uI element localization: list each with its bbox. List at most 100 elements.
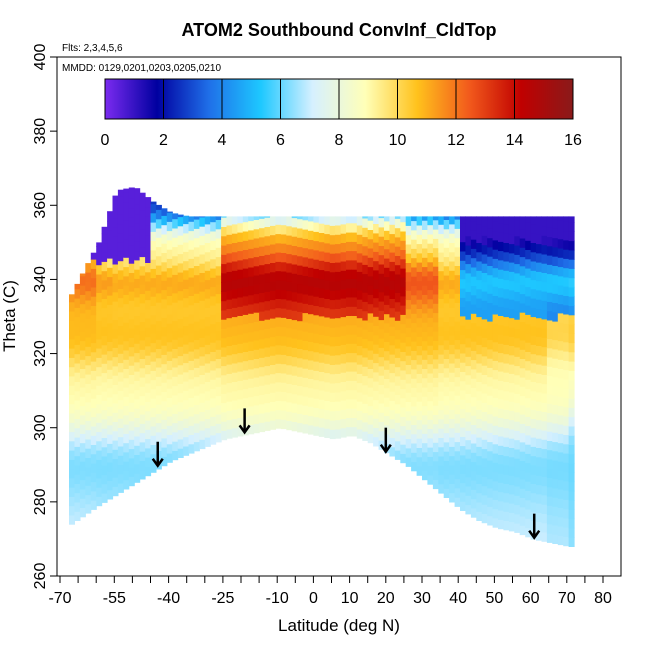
heatmap-cell — [90, 252, 97, 260]
heatmap-cell — [161, 428, 168, 439]
heatmap-cell — [563, 443, 570, 454]
heatmap-cell — [563, 258, 570, 269]
x-tick-label: 80 — [594, 590, 612, 607]
heatmap-cell — [302, 386, 309, 397]
heatmap-cell — [568, 305, 575, 316]
heatmap-cell — [405, 364, 412, 375]
heatmap-cell — [460, 417, 466, 428]
heatmap-cell — [166, 313, 173, 324]
heatmap-cell — [546, 347, 553, 358]
heatmap-cell — [563, 452, 570, 463]
heatmap-cell — [134, 371, 141, 381]
heatmap-cell — [443, 441, 450, 452]
heatmap-cell — [427, 243, 434, 253]
heatmap-cell — [259, 385, 266, 395]
heatmap-cell — [546, 431, 553, 441]
heatmap-cell — [514, 337, 521, 348]
heatmap-cell — [514, 217, 521, 227]
heatmap-cell — [253, 386, 260, 397]
heatmap-cell — [215, 219, 222, 230]
heatmap-cell — [394, 246, 401, 256]
heatmap-cell — [215, 247, 222, 258]
heatmap-cell — [128, 467, 135, 477]
heatmap-cell — [242, 286, 249, 297]
heatmap-cell — [378, 384, 385, 395]
heatmap-cell — [465, 216, 472, 218]
heatmap-cell — [259, 357, 266, 368]
heatmap-cell — [69, 366, 75, 377]
heatmap-cell — [498, 287, 504, 298]
heatmap-cell — [139, 414, 146, 424]
heatmap-cell — [498, 500, 504, 511]
heatmap-cell — [134, 213, 141, 224]
heatmap-cell — [449, 492, 456, 503]
heatmap-cell — [503, 307, 510, 318]
heatmap-cell — [123, 359, 130, 369]
heatmap-cell — [438, 224, 445, 235]
heatmap-cell — [145, 429, 152, 440]
heatmap-cell — [145, 410, 152, 421]
colorbar-tick-label: 12 — [447, 132, 465, 149]
heatmap-cell — [367, 322, 374, 332]
heatmap-cell — [128, 429, 135, 440]
heatmap-cell — [546, 366, 553, 377]
heatmap-cell — [134, 296, 141, 307]
heatmap-cell — [373, 362, 380, 373]
y-tick-label: 300 — [32, 414, 49, 441]
heatmap-cell — [69, 412, 75, 423]
heatmap-cell — [318, 343, 325, 354]
heatmap-cell — [514, 272, 521, 283]
heatmap-cell — [177, 234, 184, 245]
heatmap-cell — [416, 401, 423, 411]
heatmap-cell — [514, 328, 521, 339]
heatmap-cell — [530, 390, 537, 401]
heatmap-cell — [346, 278, 352, 289]
heatmap-cell — [384, 396, 390, 407]
heatmap-cell — [389, 335, 396, 346]
heatmap-cell — [302, 414, 309, 425]
heatmap-cell — [210, 240, 217, 250]
y-tick-label: 320 — [32, 340, 49, 367]
heatmap-cell — [270, 410, 276, 421]
heatmap-cell — [101, 252, 108, 262]
heatmap-cell — [297, 255, 304, 266]
heatmap-cell — [210, 351, 217, 362]
heatmap-cell — [74, 288, 81, 299]
heatmap-cell — [422, 396, 428, 407]
heatmap-cell — [552, 339, 559, 350]
heatmap-cell — [134, 278, 141, 289]
heatmap-cell — [123, 285, 130, 295]
heatmap-cell — [454, 450, 461, 461]
heatmap-cell — [443, 219, 450, 230]
heatmap-cell — [508, 373, 515, 384]
heatmap-cell — [508, 252, 515, 263]
heatmap-cell — [460, 454, 466, 465]
heatmap-cell — [85, 503, 92, 514]
heatmap-cell — [552, 228, 559, 239]
heatmap-cell — [400, 216, 407, 223]
heatmap-cell — [373, 223, 380, 234]
heatmap-cell — [465, 356, 472, 367]
heatmap-cell — [514, 309, 521, 320]
heatmap-cell — [275, 400, 282, 411]
heatmap-cell — [297, 348, 304, 359]
heatmap-cell — [69, 403, 75, 414]
heatmap-cell — [465, 291, 472, 302]
heatmap-cell — [378, 300, 385, 311]
heatmap-cell — [492, 341, 499, 352]
heatmap-cell — [563, 341, 570, 352]
heatmap-cell — [405, 429, 412, 440]
heatmap-cell — [155, 311, 162, 322]
heatmap-cell — [253, 228, 260, 239]
heatmap-cell — [204, 381, 211, 392]
heatmap-cell — [503, 501, 510, 512]
heatmap-cell — [351, 426, 358, 437]
heatmap-cell — [134, 188, 141, 196]
heatmap-cell — [318, 216, 325, 224]
heatmap-cell — [264, 421, 271, 431]
heatmap-cell — [519, 414, 526, 424]
heatmap-cell — [226, 252, 233, 263]
heatmap-cell — [237, 417, 244, 428]
heatmap-cell — [297, 385, 304, 396]
heatmap-cell — [476, 298, 483, 308]
